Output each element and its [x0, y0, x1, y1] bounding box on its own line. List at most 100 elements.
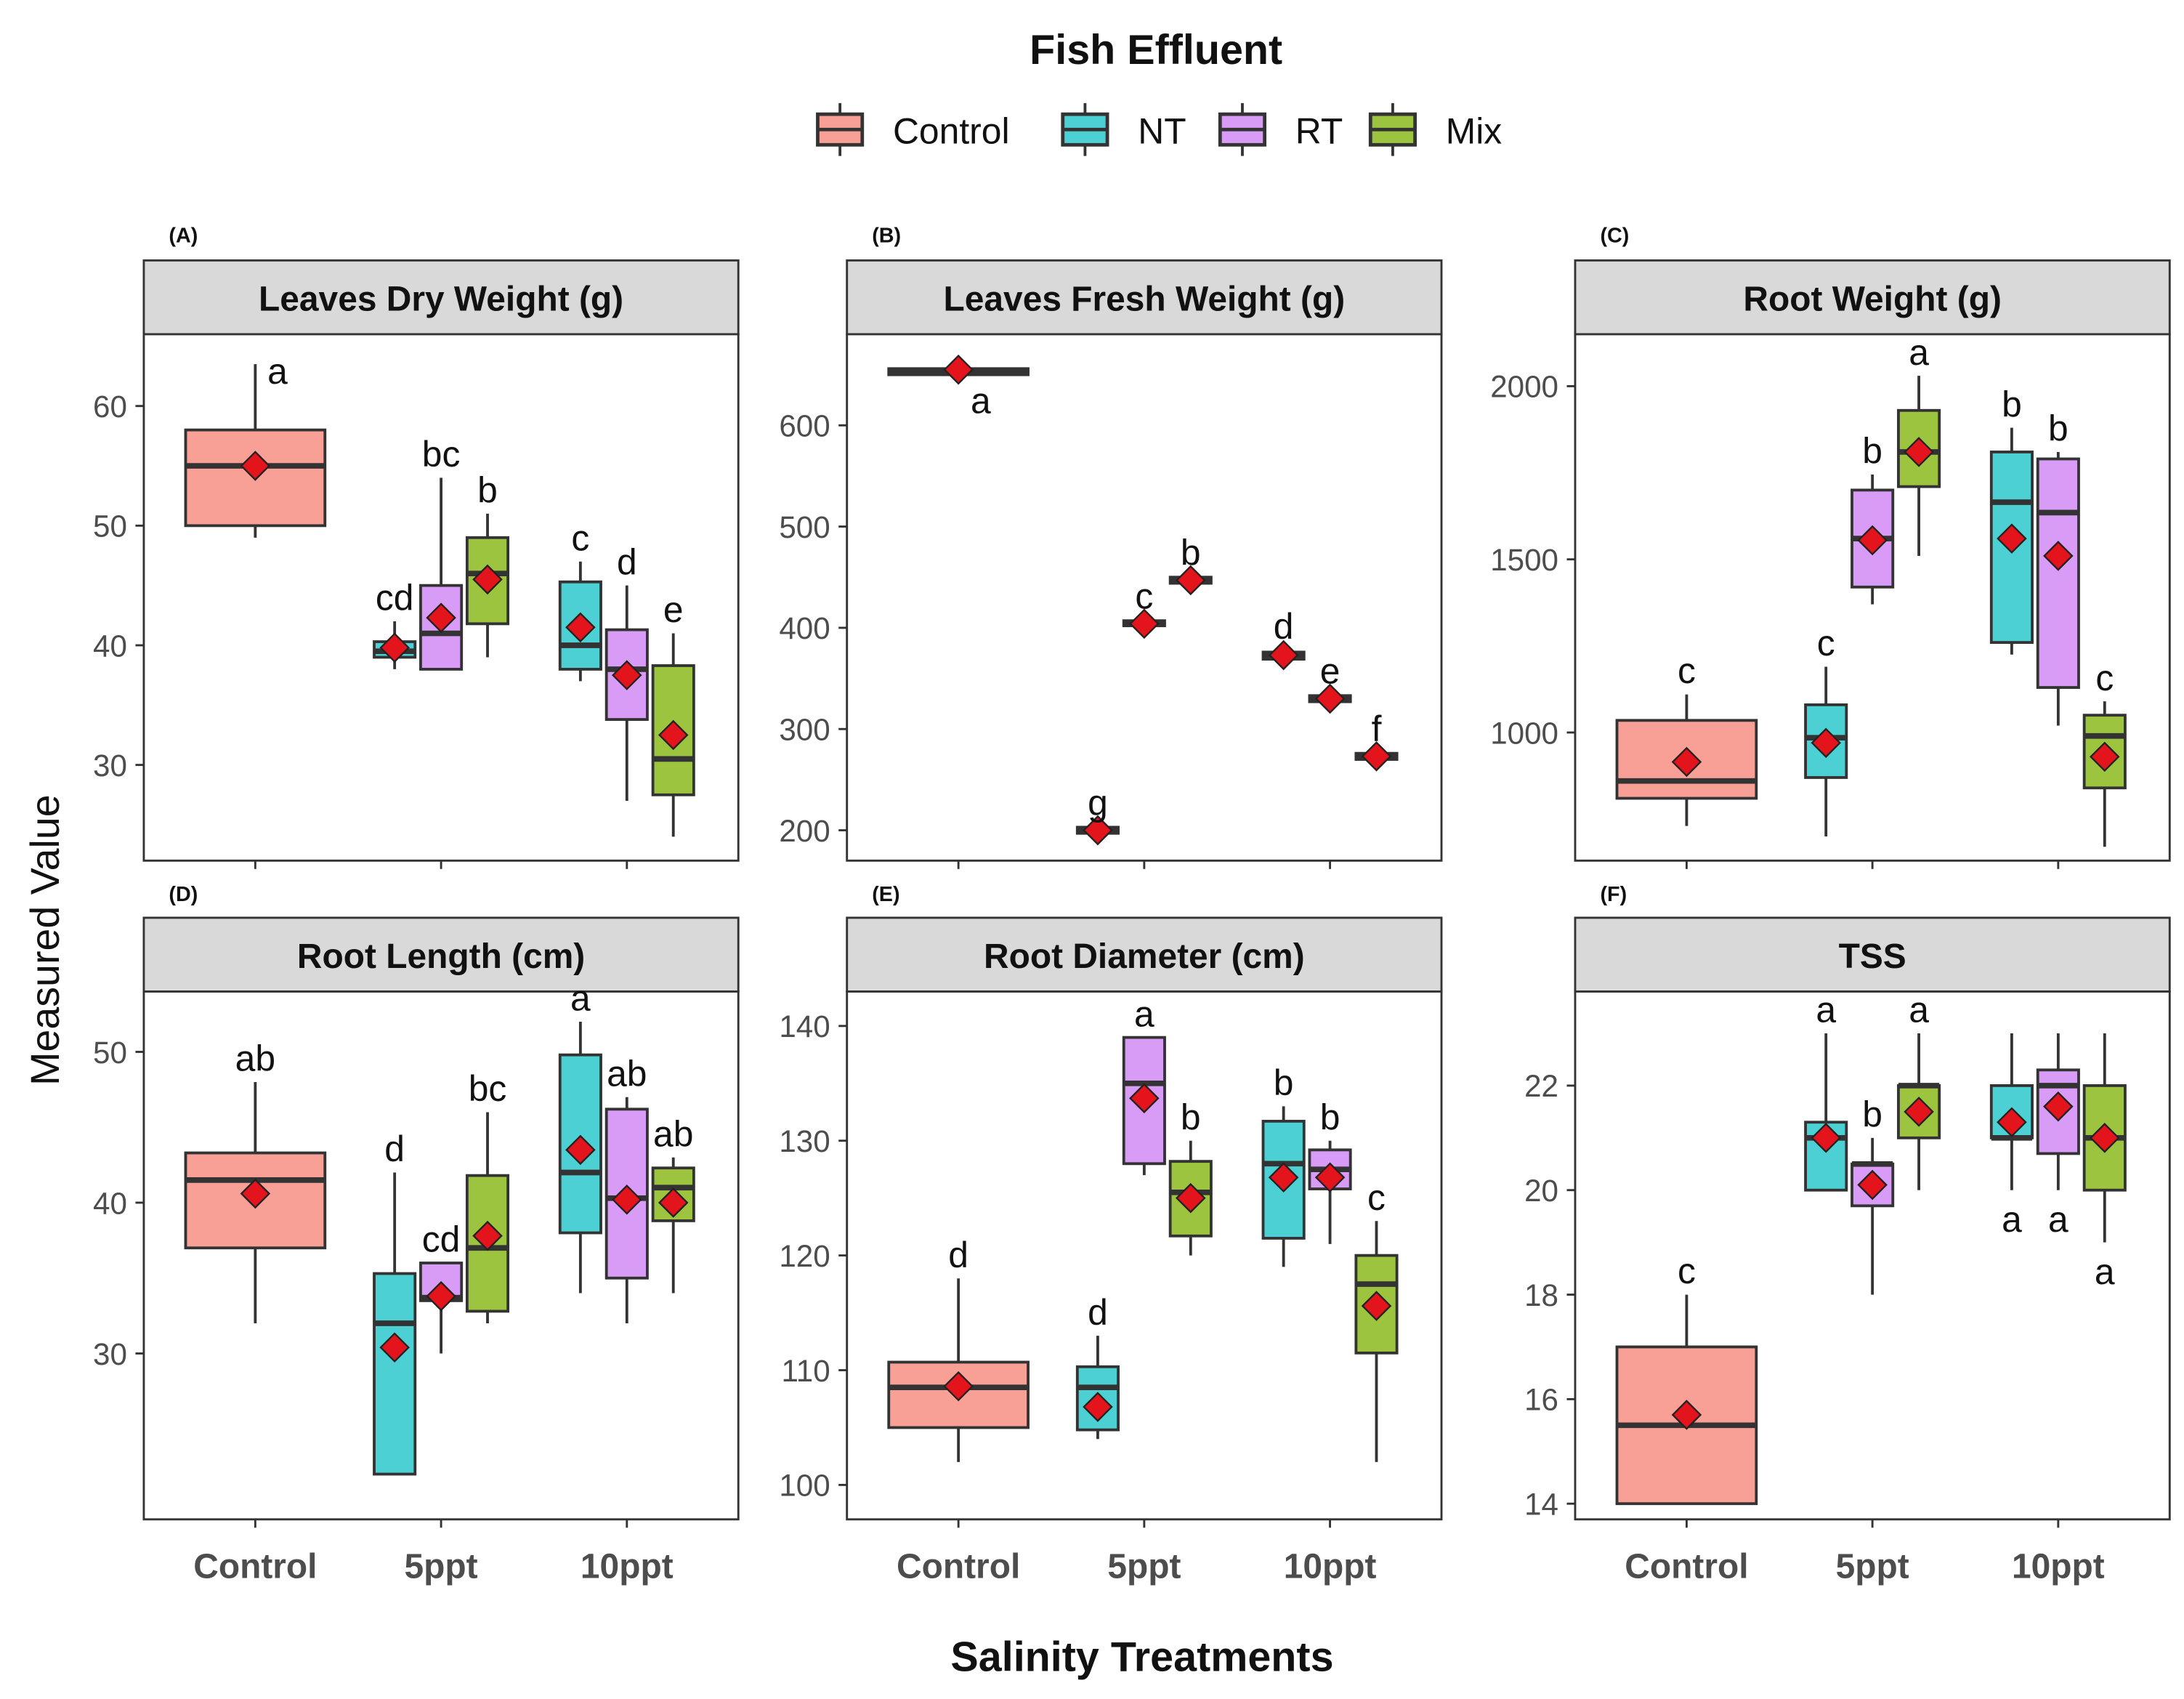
box-body: [1075, 1365, 1120, 1432]
box-mix-5ppt: b: [465, 470, 510, 658]
mean-marker: [658, 1187, 689, 1218]
mean-marker: [2089, 741, 2120, 772]
panel-strip: [1574, 259, 2171, 336]
box-nt-5ppt: g: [1075, 783, 1120, 846]
significance-label: d: [1088, 1292, 1108, 1333]
x-tick-label: 5ppt: [1107, 1547, 1181, 1586]
box-nt-5ppt: a: [1804, 990, 1848, 1192]
significance-label: d: [1274, 606, 1294, 647]
box-rt-5ppt: b: [1851, 1094, 1895, 1295]
x-tick-label: 10ppt: [581, 1547, 674, 1586]
box-rt-5ppt: c: [1122, 576, 1166, 639]
mean-marker: [612, 660, 642, 690]
box-nt-5ppt: d: [1075, 1292, 1120, 1440]
box-rt-10ppt: b: [1308, 1097, 1352, 1244]
mean-marker: [472, 1220, 503, 1251]
significance-label: b: [1274, 1062, 1294, 1103]
significance-label: a: [2095, 1251, 2115, 1292]
significance-label: g: [1088, 783, 1108, 823]
mean-marker: [379, 1332, 410, 1363]
mean-marker: [1361, 1291, 1392, 1321]
mean-marker: [1083, 815, 1113, 846]
y-tick-label: 140: [779, 1009, 830, 1044]
x-tick-label: Control: [1625, 1547, 1748, 1586]
panel-title: Root Length (cm): [297, 937, 585, 976]
box-rt-10ppt: e: [1308, 651, 1352, 714]
significance-label: b: [1862, 431, 1882, 472]
box-mix-5ppt: a: [1897, 332, 1941, 556]
y-tick-label: 30: [93, 748, 127, 783]
y-tick-label: 500: [779, 510, 830, 544]
significance-label: c: [1817, 623, 1835, 663]
significance-label: cd: [422, 1219, 461, 1260]
mean-marker: [426, 602, 456, 633]
significance-label: c: [1678, 1251, 1696, 1291]
y-tick-label: 120: [779, 1239, 830, 1273]
significance-label: a: [570, 978, 591, 1019]
significance-label: a: [1909, 332, 1929, 373]
mean-marker: [2089, 1123, 2120, 1153]
x-tick-label: Control: [193, 1547, 317, 1586]
y-tick-label: 18: [1524, 1278, 1558, 1312]
mean-marker: [565, 612, 596, 643]
y-tick-label: 40: [93, 629, 127, 663]
significance-label: bc: [469, 1068, 507, 1109]
significance-label: d: [948, 1235, 968, 1275]
box-mix-10ppt: c: [2082, 658, 2127, 847]
significance-label: c: [571, 517, 589, 558]
mean-marker: [2043, 541, 2074, 571]
box-rt-10ppt: b: [2036, 408, 2080, 726]
mean-marker: [1176, 565, 1206, 596]
significance-label: b: [2048, 408, 2068, 449]
y-tick-label: 1000: [1490, 716, 1558, 750]
mean-marker: [1176, 1182, 1206, 1214]
box-control-control: a: [887, 354, 1030, 421]
mean-marker: [472, 564, 503, 595]
box-rt-10ppt: ab: [604, 1053, 649, 1324]
box-nt-10ppt: d: [1261, 606, 1306, 671]
significance-label: d: [384, 1129, 405, 1169]
significance-label: a: [1134, 993, 1154, 1034]
significance-label: e: [663, 589, 684, 630]
mean-marker: [1811, 1123, 1841, 1153]
significance-label: a: [1909, 990, 1929, 1030]
y-tick-label: 400: [779, 611, 830, 645]
legend-item-rt: RT: [1218, 102, 1343, 156]
significance-label: cd: [376, 578, 414, 618]
panel-letter: (B): [872, 224, 901, 247]
box-control-control: c: [1615, 1251, 1758, 1506]
mean-marker: [1857, 1169, 1888, 1200]
mean-marker: [1314, 683, 1346, 714]
box-rt-10ppt: d: [604, 541, 649, 802]
panel-strip: [142, 259, 740, 336]
significance-label: a: [1816, 990, 1836, 1030]
box-rt-5ppt: bc: [419, 434, 464, 671]
significance-label: ab: [653, 1113, 693, 1154]
y-tick-label: 110: [781, 1354, 830, 1388]
box-mix-5ppt: a: [1897, 990, 1941, 1190]
panel-letter: (E): [872, 883, 899, 906]
box-nt-10ppt: c: [558, 517, 602, 682]
mean-marker: [240, 451, 271, 481]
box-nt-5ppt: d: [373, 1129, 417, 1476]
mean-marker: [379, 632, 410, 663]
y-tick-label: 130: [779, 1124, 830, 1158]
mean-marker: [943, 1371, 974, 1402]
panel-a: (A)Leaves Dry Weight (g)30405060acdbcbcd…: [93, 224, 740, 869]
box-mix-10ppt: e: [651, 589, 695, 837]
mean-marker: [426, 1280, 456, 1312]
significance-label: a: [2002, 1199, 2022, 1240]
panel-strip: [1574, 916, 2171, 993]
x-tick-label: 5ppt: [1836, 1547, 1909, 1586]
box-control-control: d: [887, 1235, 1030, 1462]
legend-label: Mix: [1446, 110, 1502, 151]
panel-strip: [846, 259, 1443, 336]
mean-marker: [1671, 746, 1702, 778]
mean-marker: [1129, 1083, 1160, 1114]
box-body: [558, 580, 602, 671]
panel-title: Root Weight (g): [1743, 280, 2002, 318]
mean-marker: [1314, 1162, 1346, 1193]
